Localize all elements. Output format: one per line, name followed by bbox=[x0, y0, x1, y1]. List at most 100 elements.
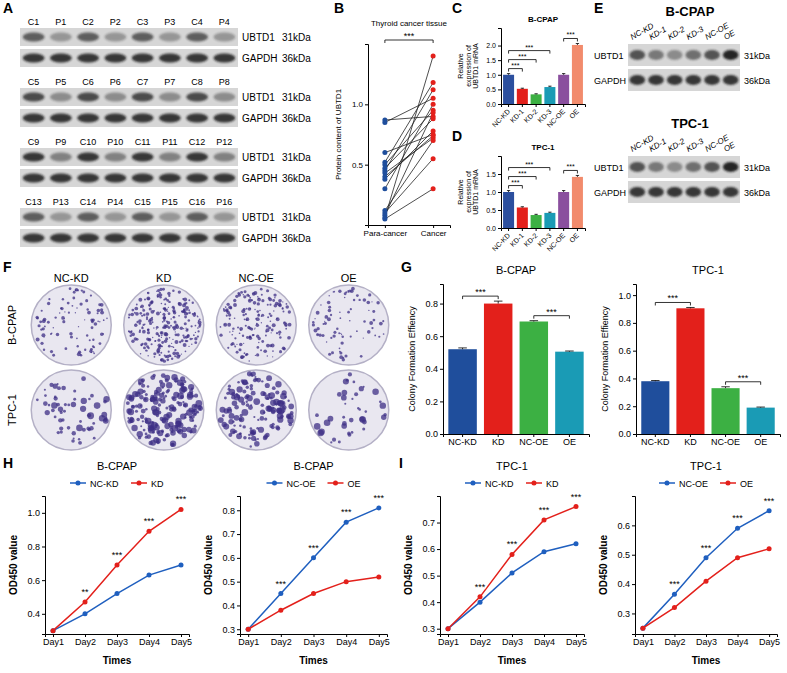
colony bbox=[183, 308, 185, 310]
colony bbox=[245, 394, 249, 398]
y-tick: 0.4 bbox=[617, 579, 635, 589]
plot-area bbox=[246, 505, 382, 631]
colony bbox=[279, 334, 281, 336]
colony bbox=[128, 316, 130, 318]
colony bbox=[286, 303, 288, 305]
bar bbox=[641, 381, 669, 434]
size-label: 31kDa bbox=[282, 32, 311, 43]
bar bbox=[555, 352, 583, 434]
blot-band bbox=[132, 213, 154, 222]
blot-band bbox=[77, 114, 99, 123]
point bbox=[179, 563, 184, 568]
colony bbox=[44, 325, 46, 327]
x-tick-label: NC-OE bbox=[711, 437, 740, 447]
colony bbox=[263, 411, 265, 413]
blot-band bbox=[629, 75, 645, 85]
y-tick-mark bbox=[633, 406, 636, 407]
x-axis: Para-cancerCancer bbox=[364, 225, 451, 238]
colony bbox=[156, 430, 160, 434]
colony bbox=[330, 441, 332, 443]
colony bbox=[271, 329, 274, 332]
colony bbox=[162, 417, 169, 424]
colony bbox=[258, 314, 260, 316]
colony bbox=[162, 391, 165, 394]
colony bbox=[380, 402, 386, 408]
y-tick: 0.4 bbox=[27, 609, 45, 619]
y-tick-mark bbox=[365, 104, 368, 105]
colony bbox=[257, 346, 260, 349]
colony bbox=[90, 348, 93, 351]
y-tick-mark bbox=[237, 605, 240, 606]
colony bbox=[194, 425, 197, 428]
axis-title: Protein content of UBTD1 bbox=[334, 88, 343, 180]
bar bbox=[676, 308, 704, 434]
error-bar bbox=[548, 212, 551, 214]
x-tick-label: Day5 bbox=[171, 637, 192, 647]
colony bbox=[146, 312, 150, 316]
legend-item: OE bbox=[327, 479, 360, 489]
colony bbox=[99, 321, 100, 322]
bar bbox=[558, 75, 569, 104]
colony bbox=[256, 427, 259, 430]
colony bbox=[39, 320, 42, 323]
y-tick-mark bbox=[498, 89, 501, 90]
size-label: 31kDa bbox=[744, 51, 770, 61]
colony bbox=[53, 327, 54, 328]
lane-label: P7 bbox=[164, 77, 175, 87]
x-tick: Day5 bbox=[369, 634, 390, 647]
colony bbox=[141, 343, 143, 345]
blot-band bbox=[648, 162, 664, 172]
x-axis: Day1Day2Day3Day4Day5 bbox=[238, 634, 390, 647]
colony bbox=[227, 323, 231, 327]
point bbox=[147, 573, 152, 578]
colony bbox=[174, 340, 178, 344]
x-tick-label: Day2 bbox=[271, 637, 292, 647]
blot-band bbox=[159, 114, 181, 123]
y-tick-label: 0.2 bbox=[618, 402, 631, 412]
x-tick: NC-OE bbox=[519, 434, 548, 447]
colony bbox=[178, 302, 182, 306]
significance-label: ** bbox=[81, 587, 89, 597]
bar bbox=[531, 94, 542, 104]
blot-strip bbox=[628, 69, 740, 91]
colony bbox=[50, 333, 52, 335]
y-tick-mark bbox=[42, 546, 45, 547]
y-tick: 0.4 bbox=[618, 374, 636, 384]
colony bbox=[260, 416, 265, 421]
colony bbox=[245, 313, 247, 315]
x-tick: KD-2 bbox=[523, 228, 539, 248]
colony bbox=[156, 312, 160, 316]
axis-title: Times bbox=[498, 655, 527, 666]
x-tick: Day1 bbox=[43, 634, 64, 647]
x-tick: Day1 bbox=[238, 634, 259, 647]
colony bbox=[220, 326, 222, 328]
blot-band bbox=[213, 114, 235, 123]
colony bbox=[36, 398, 39, 401]
y-tick-label: 0.4 bbox=[425, 364, 438, 374]
blot-band bbox=[213, 174, 235, 183]
x-tick: KD-1 bbox=[509, 104, 525, 124]
bar bbox=[558, 192, 569, 228]
legend-marker bbox=[75, 481, 80, 486]
blot-band bbox=[50, 234, 72, 243]
colony bbox=[137, 431, 143, 437]
colony bbox=[79, 302, 82, 305]
significance-label: *** bbox=[738, 373, 749, 383]
colony bbox=[251, 299, 253, 301]
colony bbox=[40, 342, 43, 345]
colony bbox=[163, 308, 166, 311]
colony bbox=[188, 311, 191, 314]
colony bbox=[59, 312, 61, 314]
y-axis-line bbox=[440, 285, 444, 435]
colony bbox=[344, 403, 346, 405]
colony bbox=[176, 352, 180, 356]
colony bbox=[278, 299, 282, 303]
colony bbox=[272, 350, 274, 352]
y-tick-mark bbox=[237, 510, 240, 511]
point bbox=[431, 128, 436, 133]
point bbox=[246, 627, 251, 632]
line-chart: B-CPAPNC-KDKD0.40.60.81.0Day1Day2Day3Day… bbox=[8, 460, 192, 666]
colony bbox=[342, 358, 345, 361]
point bbox=[344, 579, 349, 584]
y-tick-mark bbox=[440, 401, 443, 402]
